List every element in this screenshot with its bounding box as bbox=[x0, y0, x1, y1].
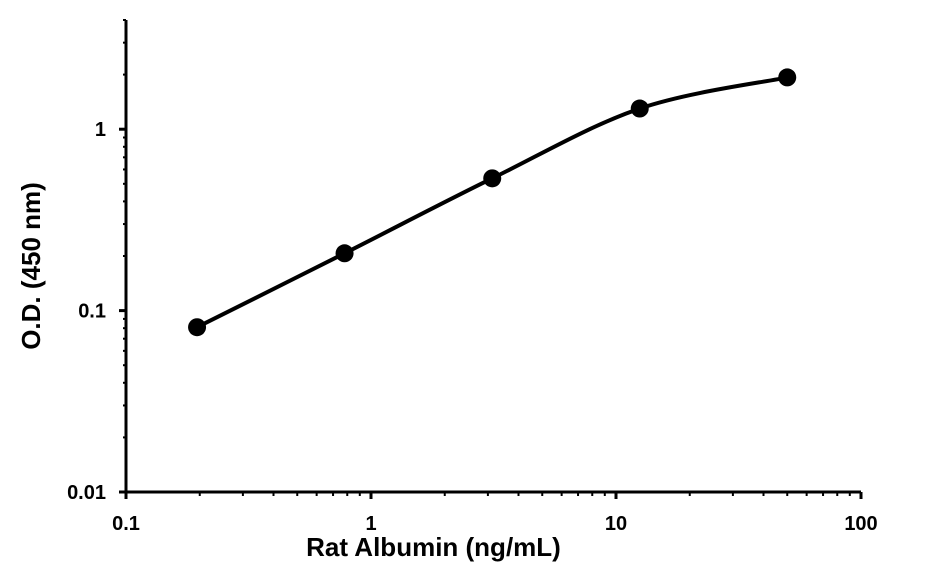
y-tick-label: 1 bbox=[95, 119, 106, 141]
y-tick-label: 0.1 bbox=[78, 301, 106, 323]
y-tick-label: 0.01 bbox=[67, 482, 106, 504]
data-point bbox=[188, 318, 207, 337]
data-point bbox=[778, 68, 797, 87]
y-axis-ticks: 0.01 0.1 1 bbox=[67, 19, 126, 504]
series-line bbox=[195, 75, 790, 330]
x-tick-label: 100 bbox=[844, 513, 877, 535]
y-axis-title: O.D. (450 nm) bbox=[16, 182, 46, 350]
x-axis-ticks: 0.1 1 10 100 bbox=[112, 492, 878, 535]
x-tick-label: 10 bbox=[605, 513, 627, 535]
x-tick-label: 1 bbox=[365, 513, 376, 535]
data-point bbox=[335, 244, 354, 263]
data-point bbox=[630, 99, 649, 118]
axes: 0.01 0.1 1 0.1 1 10 100 bbox=[67, 19, 878, 535]
data-series bbox=[188, 68, 797, 337]
data-point bbox=[483, 169, 502, 188]
x-axis-title: Rat Albumin (ng/mL) bbox=[306, 532, 561, 562]
x-tick-label: 0.1 bbox=[112, 513, 140, 535]
